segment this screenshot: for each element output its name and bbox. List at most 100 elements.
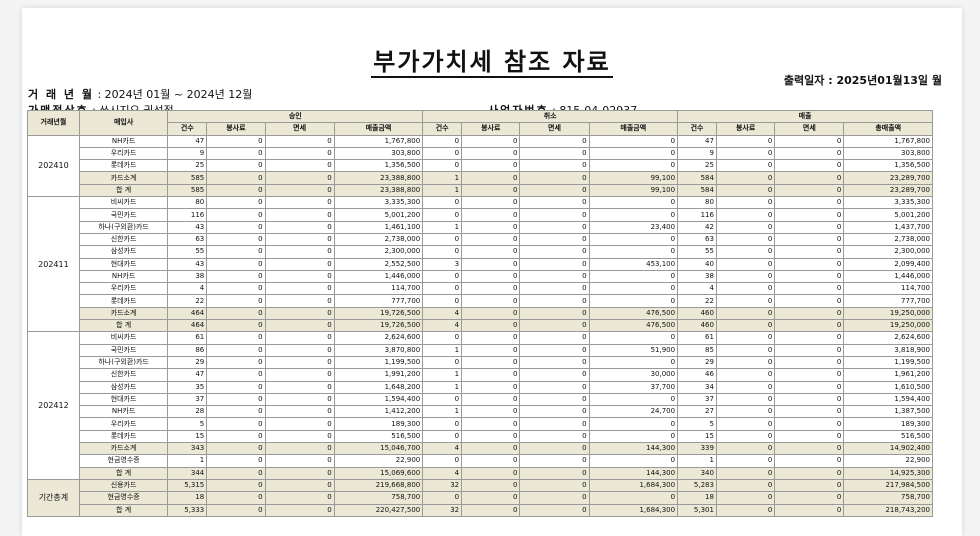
- sales-service-header: 봉사료: [715, 122, 776, 136]
- value-cell: 19,250,000: [843, 306, 933, 321]
- value-cell: 0: [774, 442, 845, 456]
- value-cell: 1,684,300: [588, 478, 679, 493]
- value-cell: 19,250,000: [843, 319, 933, 333]
- table-row: 합 계 464 0 0 19,726,500 4 0 0 476,500 460 0 0 19,250,…: [28, 319, 933, 333]
- issuer-cell: 비씨카드: [78, 196, 169, 210]
- value-cell: 0: [715, 331, 776, 345]
- value-cell: 0: [206, 306, 266, 321]
- value-cell: 4: [677, 282, 717, 296]
- value-cell: 0: [461, 183, 521, 198]
- value-cell: 0: [588, 331, 679, 345]
- value-cell: 777,700: [843, 294, 933, 308]
- value-cell: 3,335,300: [333, 196, 424, 210]
- value-cell: 18: [677, 491, 717, 505]
- cancel-count-header: 건수: [422, 122, 463, 136]
- value-cell: 0: [519, 503, 590, 517]
- table-row: 합 계 344 0 0 15,069,600 4 0 0 144,300 340 0 0 14,925,…: [28, 466, 933, 480]
- value-cell: 0: [519, 134, 590, 148]
- value-cell: 0: [715, 146, 776, 161]
- value-cell: 0: [774, 282, 845, 296]
- value-cell: 303,800: [333, 146, 424, 161]
- value-cell: 61: [677, 331, 717, 345]
- table-row: 신한카드 63 0 0 2,738,000 0 0 0 0 63 0 0 2,738,000: [28, 232, 933, 247]
- value-cell: 0: [774, 380, 845, 394]
- value-cell: 85: [677, 343, 717, 357]
- value-cell: 0: [774, 245, 845, 259]
- value-cell: 0: [588, 269, 679, 284]
- value-cell: 1,767,800: [843, 134, 933, 148]
- value-cell: 0: [461, 319, 521, 333]
- value-cell: 0: [519, 196, 590, 210]
- table-row: 우리카드 5 0 0 189,300 0 0 0 0 5 0 0 189,300: [28, 417, 933, 431]
- issuer-cell: 카드소계: [78, 171, 169, 185]
- value-cell: 0: [264, 503, 335, 517]
- value-cell: 114,700: [333, 282, 424, 296]
- value-cell: 0: [264, 442, 335, 456]
- value-cell: 5,001,200: [333, 208, 424, 222]
- value-cell: 0: [774, 159, 845, 173]
- value-cell: 0: [461, 442, 521, 456]
- value-cell: 516,500: [333, 429, 424, 444]
- value-cell: 0: [461, 306, 521, 321]
- value-cell: 4: [167, 282, 208, 296]
- value-cell: 0: [461, 232, 521, 247]
- value-cell: 0: [206, 294, 266, 308]
- issuer-cell: 합 계: [78, 183, 169, 198]
- value-cell: 219,668,800: [333, 478, 424, 493]
- value-cell: 0: [422, 245, 463, 259]
- value-cell: 584: [677, 171, 717, 185]
- value-cell: 2,624,600: [333, 331, 424, 345]
- sales-total-header: 총매출액: [843, 122, 933, 136]
- value-cell: 0: [264, 417, 335, 431]
- value-cell: 0: [422, 159, 463, 173]
- table-body: 202410 NH카드 47 0 0 1,767,800 0 0 0 0 47 0 0 1,767,800…: [27, 134, 933, 517]
- value-cell: 1: [167, 454, 208, 468]
- table-row: 202411 비씨카드 80 0 0 3,335,300 0 0 0 0 80 0 0 3,335,300: [27, 196, 933, 333]
- month-cell: 202410: [27, 134, 80, 198]
- issuer-cell: NH카드: [78, 134, 169, 148]
- value-cell: 0: [206, 171, 266, 185]
- value-cell: 1: [677, 454, 717, 468]
- value-cell: 0: [461, 454, 521, 468]
- value-cell: 0: [715, 183, 776, 198]
- value-cell: 29: [167, 355, 208, 370]
- table-row: NH카드 38 0 0 1,446,000 0 0 0 0 38 0 0 1,446,000: [28, 269, 933, 284]
- value-cell: 0: [461, 392, 521, 407]
- value-cell: 0: [461, 417, 521, 431]
- value-cell: 0: [588, 491, 679, 505]
- value-cell: 2,624,600: [843, 331, 933, 345]
- value-cell: 0: [422, 232, 463, 247]
- value-cell: 0: [264, 257, 335, 271]
- value-cell: 0: [264, 392, 335, 407]
- value-cell: 0: [206, 478, 266, 493]
- issuer-cell: 합 계: [78, 503, 169, 517]
- value-cell: 32: [422, 478, 463, 493]
- value-cell: 0: [264, 355, 335, 370]
- value-cell: 25: [677, 159, 717, 173]
- value-cell: 189,300: [333, 417, 424, 431]
- issuer-cell: 우리카드: [78, 282, 169, 296]
- issuer-cell: 롯데카드: [78, 159, 169, 173]
- value-cell: 0: [206, 245, 266, 259]
- value-cell: 0: [519, 183, 590, 198]
- value-cell: 1,991,200: [333, 368, 424, 382]
- value-cell: 0: [715, 392, 776, 407]
- issuer-cell: 현금영수증: [78, 491, 169, 505]
- value-cell: 0: [422, 208, 463, 222]
- table-row: 202412 비씨카드 61 0 0 2,624,600 0 0 0 0 61 0 0 2,624,600: [27, 331, 933, 480]
- value-cell: 0: [774, 368, 845, 382]
- value-cell: 22: [167, 294, 208, 308]
- value-cell: 0: [206, 442, 266, 456]
- table-row: 롯데카드 22 0 0 777,700 0 0 0 0 22 0 0 777,700: [28, 294, 933, 308]
- period-row: 거 래 년 월 : 2024년 01월 ~ 2024년 12월: [28, 88, 253, 101]
- value-cell: 0: [519, 466, 590, 480]
- value-cell: 0: [774, 306, 845, 321]
- value-cell: 0: [206, 380, 266, 394]
- table-row: 합 계 585 0 0 23,388,800 1 0 0 99,100 584 0 0 23,289,7…: [28, 183, 933, 198]
- value-cell: 19,726,500: [333, 319, 424, 333]
- value-cell: 0: [461, 343, 521, 357]
- issuer-cell: 국민카드: [78, 343, 169, 357]
- value-cell: 0: [588, 294, 679, 308]
- issuer-cell: 삼성카드: [78, 245, 169, 259]
- issuer-cell: 현대카드: [78, 392, 169, 407]
